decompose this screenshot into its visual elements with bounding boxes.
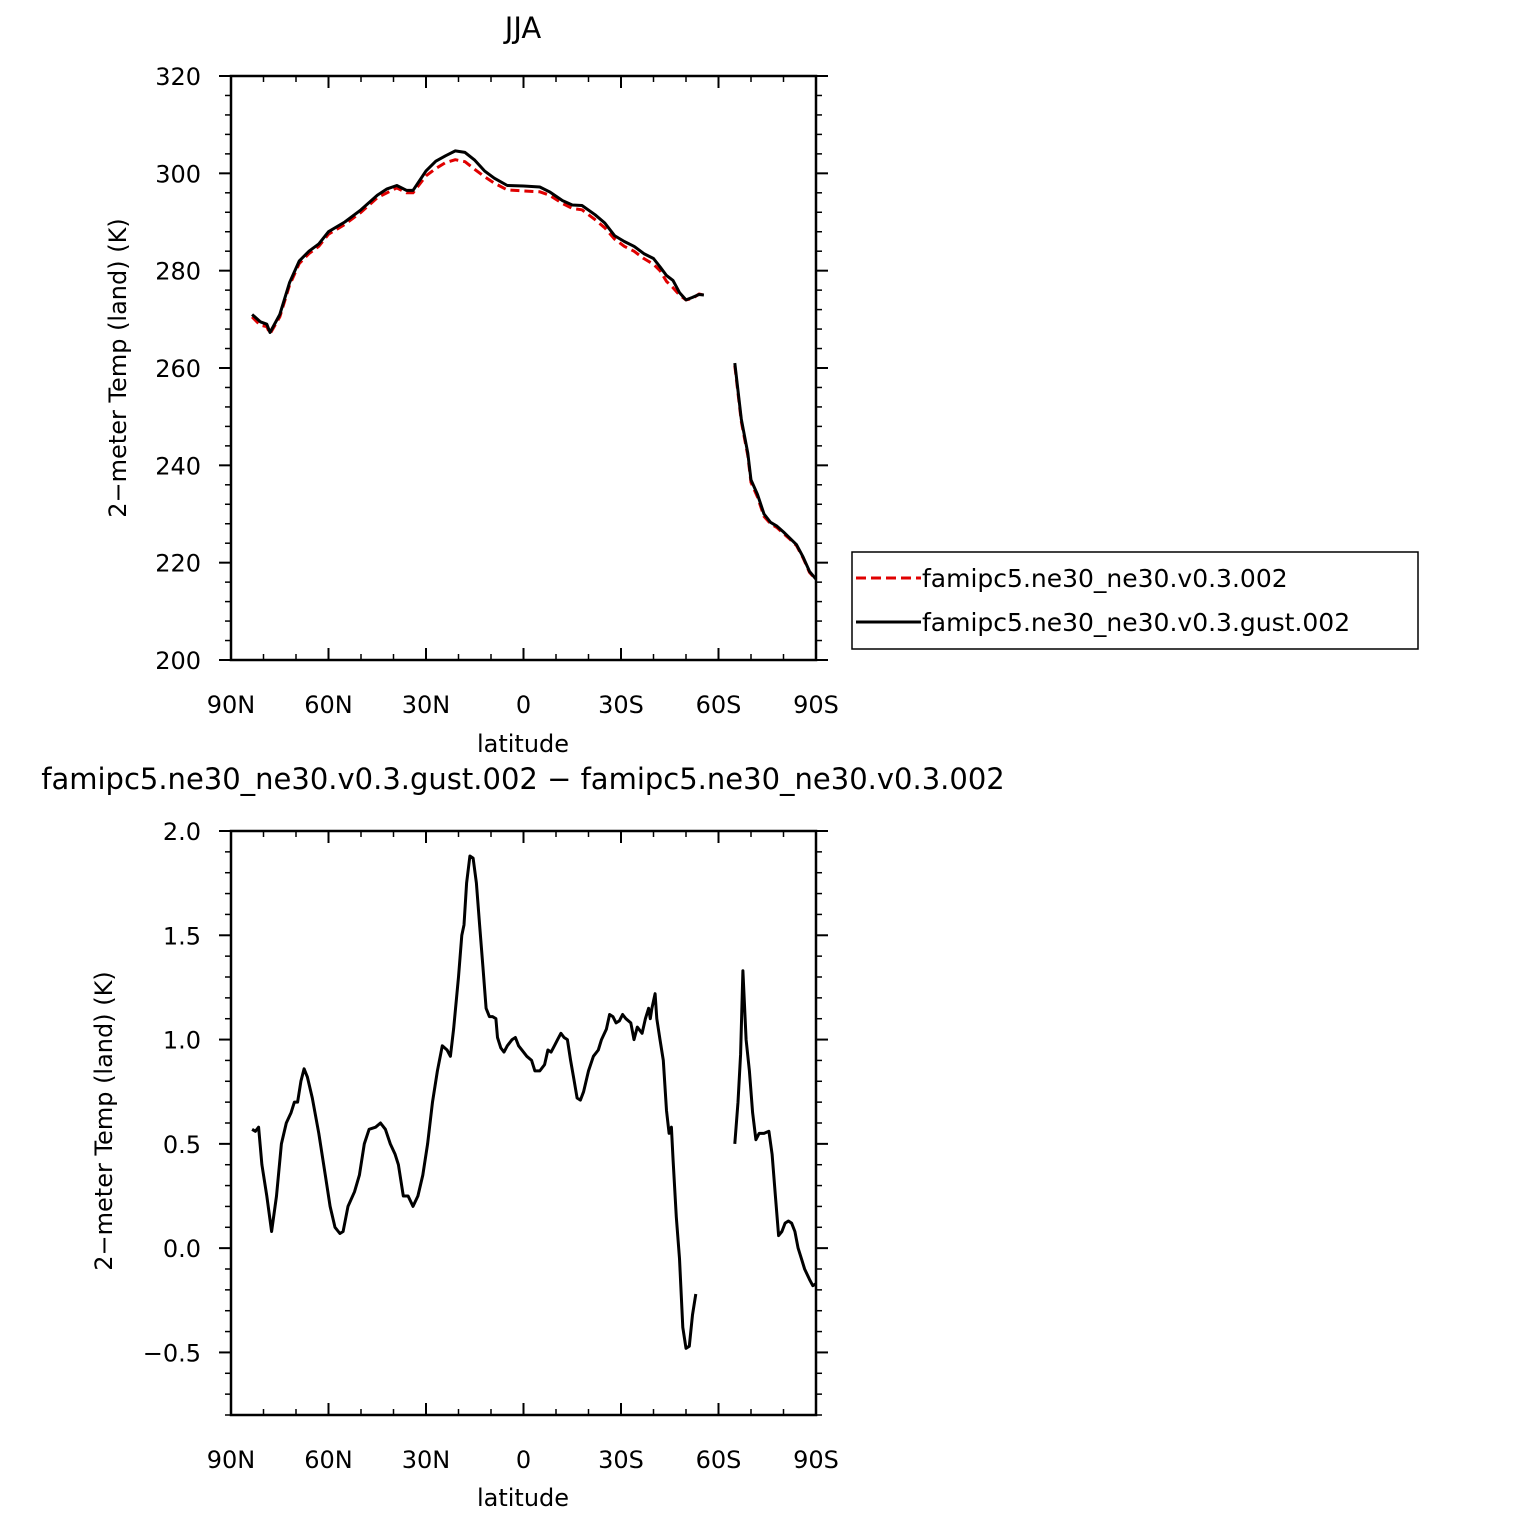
top-y-tick-label: 260	[155, 355, 201, 383]
bottom-series-0-segment-0	[251, 854, 698, 1350]
top-series-1-segment-1	[733, 362, 818, 581]
bottom-y-tick-label: 0.0	[163, 1235, 201, 1263]
legend-entry-gust: famipc5.ne30_ne30.v0.3.gust.002	[922, 608, 1350, 637]
top-series-1-segment-0	[251, 149, 705, 334]
top-plot-frame	[229, 74, 818, 662]
top-x-tick-label: 90N	[207, 691, 256, 719]
bottom-x-axis-label: latitude	[477, 1484, 569, 1512]
bottom-y-tick-label: 0.5	[163, 1131, 201, 1159]
top-y-tick-label: 240	[155, 452, 201, 480]
top-axis-ticks	[219, 75, 828, 661]
top-axis-tick-labels: 90N 60N 30N 0 30S 60S 90S 200 220 240 260 280 300 320	[155, 63, 839, 719]
bottom-y-tick-label: −0.5	[143, 1339, 201, 1367]
bottom-plot-frame	[229, 829, 818, 1417]
top-y-tick-label: 280	[155, 258, 201, 286]
top-series-0-segment-1	[733, 365, 818, 581]
bottom-x-tick-label: 90S	[793, 1446, 839, 1474]
top-y-tick-label: 300	[155, 160, 201, 188]
legend-entry-base: famipc5.ne30_ne30.v0.3.002	[922, 564, 1288, 593]
top-panel: JJA 90N 60N 30N 0 30S 60S 90S 200 220 240 260 280 30…	[104, 11, 1419, 758]
top-x-tick-label: 30S	[598, 691, 644, 719]
bottom-y-tick-label: 2.0	[163, 818, 201, 846]
bottom-x-tick-label: 0	[516, 1446, 531, 1474]
top-chart-title: JJA	[503, 11, 542, 45]
top-x-tick-label: 0	[516, 691, 531, 719]
legend-box	[851, 551, 1419, 650]
top-y-tick-label: 320	[155, 63, 201, 91]
bottom-series-0-segment-1	[733, 969, 817, 1288]
bottom-axis-tick-labels: 90N 60N 30N 0 30S 60S 90S −0.5 0.0 0.5 1.0 1.5 2.0	[143, 818, 839, 1474]
bottom-x-tick-label: 90N	[207, 1446, 256, 1474]
top-x-tick-label: 30N	[402, 691, 451, 719]
bottom-x-tick-label: 60N	[304, 1446, 353, 1474]
bottom-chart-title: famipc5.ne30_ne30.v0.3.gust.002 − famipc…	[41, 762, 1004, 796]
top-x-tick-label: 60N	[304, 691, 353, 719]
top-x-tick-label: 90S	[793, 691, 839, 719]
top-x-axis-label: latitude	[477, 730, 569, 758]
bottom-y-tick-label: 1.0	[163, 1027, 201, 1055]
bottom-x-tick-label: 30S	[598, 1446, 644, 1474]
bottom-panel: famipc5.ne30_ne30.v0.3.gust.002 − famipc…	[41, 762, 1004, 1512]
bottom-axis-ticks	[219, 830, 828, 1416]
bottom-series-lines	[251, 854, 817, 1350]
bottom-y-axis-label: 2−meter Temp (land) (K)	[90, 971, 118, 1270]
top-y-axis-label: 2−meter Temp (land) (K)	[104, 218, 132, 517]
top-y-tick-label: 220	[155, 550, 201, 578]
bottom-x-tick-label: 30N	[402, 1446, 451, 1474]
bottom-y-tick-label: 1.5	[163, 922, 201, 950]
top-y-tick-label: 200	[155, 647, 201, 675]
top-series-0-segment-0	[251, 158, 705, 336]
legend: famipc5.ne30_ne30.v0.3.002 famipc5.ne30_…	[851, 551, 1419, 650]
top-series-lines	[251, 149, 818, 581]
bottom-x-tick-label: 60S	[696, 1446, 742, 1474]
top-x-tick-label: 60S	[696, 691, 742, 719]
